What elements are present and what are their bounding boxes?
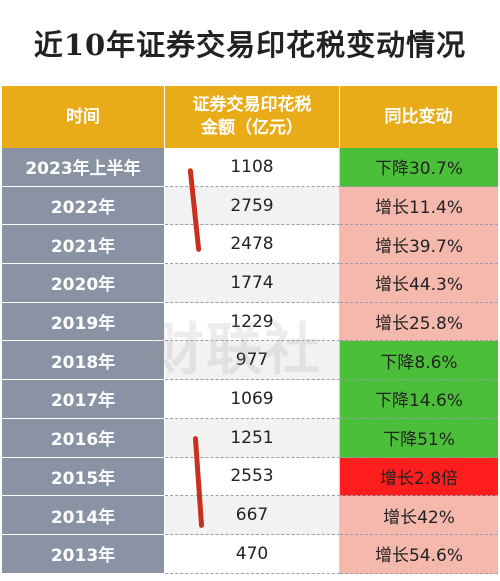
table-row: 2019年 1229 增长25.8% bbox=[2, 302, 498, 342]
table-row: 2022年 2759 增长11.4% bbox=[2, 186, 498, 226]
change-cell: 下降8.6% bbox=[340, 341, 498, 381]
change-cell: 增长2.8倍 bbox=[340, 457, 498, 497]
year-cell: 2013年 bbox=[2, 534, 165, 574]
year-cell: 2017年 bbox=[2, 380, 165, 419]
change-cell: 增长39.7% bbox=[340, 225, 498, 265]
page-title: 近10年证券交易印花税变动情况 bbox=[33, 28, 467, 62]
header-time: 时间 bbox=[2, 86, 165, 148]
change-cell: 增长11.4% bbox=[340, 186, 498, 226]
table-body: 2023年上半年 1108 下降30.7% 2022年 2759 增长11.4% 2021年… bbox=[2, 148, 498, 574]
year-cell: 2018年 bbox=[2, 341, 165, 381]
table-row: 2014年 667 增长42% bbox=[2, 496, 498, 535]
table-row: 2016年 1251 下降51% bbox=[2, 418, 498, 458]
tax-table: 时间 证券交易印花税 金额（亿元） 同比变动 2023年上半年 1108 下降30.… bbox=[2, 86, 498, 574]
table-row: 2015年 2553 增长2.8倍 bbox=[2, 457, 498, 497]
year-cell: 2023年上半年 bbox=[2, 148, 165, 187]
table-header: 时间 证券交易印花税 金额（亿元） 同比变动 bbox=[2, 86, 498, 148]
year-cell: 2014年 bbox=[2, 496, 165, 535]
change-cell: 增长54.6% bbox=[340, 534, 498, 574]
amount-cell: 1229 bbox=[165, 302, 340, 342]
header-amount-line2: 金额（亿元） bbox=[201, 118, 303, 138]
table-row: 2023年上半年 1108 下降30.7% bbox=[2, 148, 498, 187]
header-amount: 证券交易印花税 金额（亿元） bbox=[165, 86, 340, 148]
year-cell: 2022年 bbox=[2, 186, 165, 226]
table-row: 2020年 1774 增长44.3% bbox=[2, 264, 498, 303]
header-amount-line1: 证券交易印花税 bbox=[192, 95, 312, 115]
header-change: 同比变动 bbox=[340, 86, 498, 148]
amount-cell: 1108 bbox=[165, 148, 340, 187]
table-row: 2013年 470 增长54.6% bbox=[2, 534, 498, 574]
change-cell: 下降14.6% bbox=[340, 380, 498, 419]
table-row: 2017年 1069 下降14.6% bbox=[2, 380, 498, 419]
amount-cell: 2478 bbox=[165, 225, 340, 265]
change-cell: 增长42% bbox=[340, 496, 498, 535]
amount-cell: 667 bbox=[165, 496, 340, 535]
amount-cell: 1251 bbox=[165, 418, 340, 458]
change-cell: 下降51% bbox=[340, 418, 498, 458]
amount-cell: 470 bbox=[165, 534, 340, 574]
table-row: 2018年 977 下降8.6% bbox=[2, 341, 498, 381]
change-cell: 增长44.3% bbox=[340, 264, 498, 303]
year-cell: 2019年 bbox=[2, 302, 165, 342]
year-cell: 2015年 bbox=[2, 457, 165, 497]
amount-cell: 977 bbox=[165, 341, 340, 381]
year-cell: 2021年 bbox=[2, 225, 165, 265]
amount-cell: 1069 bbox=[165, 380, 340, 419]
year-cell: 2020年 bbox=[2, 264, 165, 303]
change-cell: 下降30.7% bbox=[340, 148, 498, 187]
table-row: 2021年 2478 增长39.7% bbox=[2, 225, 498, 265]
amount-cell: 2553 bbox=[165, 457, 340, 497]
amount-cell: 1774 bbox=[165, 264, 340, 303]
change-cell: 增长25.8% bbox=[340, 302, 498, 342]
year-cell: 2016年 bbox=[2, 418, 165, 458]
